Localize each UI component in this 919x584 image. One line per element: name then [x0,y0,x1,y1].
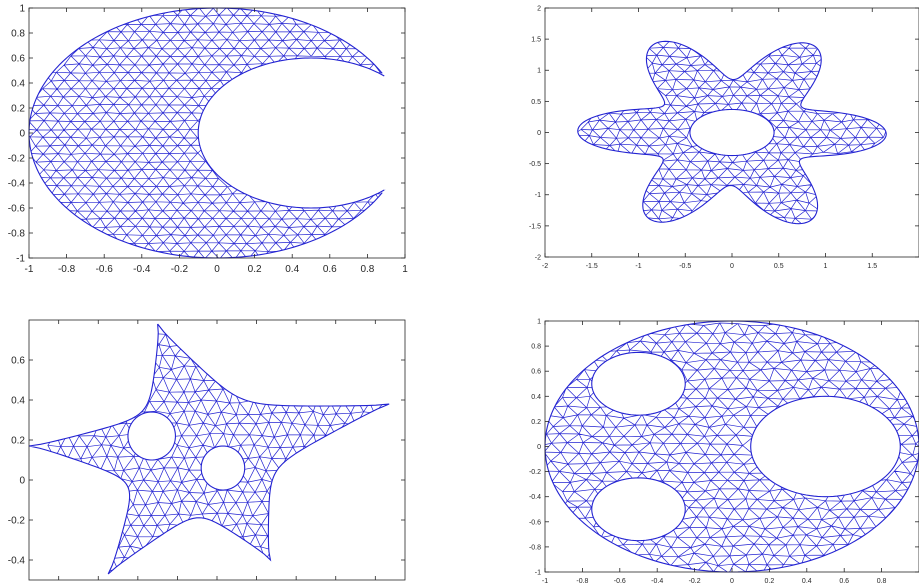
x-tick-label: -0.4 [651,578,663,584]
x-tick-label: -1 [542,578,548,584]
x-tick-label: -1 [25,264,34,275]
x-tick-label: -0.8 [576,578,588,584]
y-tick-label: 0 [19,129,25,140]
y-tick-label: 0 [537,130,541,137]
x-tick-label: 0.4 [802,578,812,584]
outer-boundary [544,320,919,573]
subplot-3: -0.6-0.4-0.200.20.40.60.81-0.4-0.200.20.… [8,319,406,581]
hole-boundary [127,411,176,461]
mesh-edges [47,333,385,572]
x-tick-label: 0 [730,578,734,584]
y-tick-label: 0.4 [11,396,25,407]
y-tick-label: -2 [535,254,541,261]
y-tick-label: 0.2 [11,436,25,447]
outer-boundary [28,7,383,259]
y-tick-label: 0.8 [531,344,541,351]
y-tick-label: 1.5 [531,37,541,44]
mesh-edges [577,41,887,224]
y-tick-label: -0.5 [529,161,541,168]
y-tick-label: 0.6 [11,356,25,367]
y-tick-label: -0.2 [8,154,26,165]
y-tick-label: -1 [16,254,25,265]
x-tick-label: -0.4 [133,264,151,275]
subplot-2: -2 -1.5 -1 -0.5 0 0.5 1 1.5 -2 -1.5 -1 -0.5 0 0.5 1 1.5… [529,5,919,270]
y-tick-label: 0.4 [531,394,541,401]
x-tick-label: 0.6 [839,578,849,584]
outer-boundary [28,323,390,575]
x-tick-label: 0.2 [248,264,262,275]
y-tick-label: -0.2 [529,469,541,476]
y-tick-label: -0.4 [529,494,541,501]
x-tick-label: 0.5 [774,263,784,270]
y-tick-label: -0.4 [8,556,26,567]
y-tick-label: 0 [19,476,25,487]
x-tick-label: -0.2 [689,578,701,584]
x-tick-label: 0.8 [877,578,887,584]
subplot-4: -1 -0.8 -0.6 -0.4 -0.2 0 0.2 0.4 0.6 0.8 -1 -0.8 -0.… [529,318,919,584]
x-tick-label: 0.6 [323,264,337,275]
y-tick-label: 0 [537,444,541,451]
x-tick-label: -0.6 [614,578,626,584]
x-tick-label: 0 [730,263,734,270]
x-tick-label: 0 [214,264,220,275]
hole-boundary [591,477,686,542]
y-tick-label: 0.4 [11,79,25,90]
x-tick-label: -1 [635,263,641,270]
y-tick-label: 0.8 [11,29,25,40]
y-tick-label: -0.6 [529,519,541,526]
y-tick-label: 2 [537,5,541,12]
y-tick-label: -0.2 [8,516,26,527]
y-tick-label: -0.8 [529,544,541,551]
x-tick-label: -1.5 [586,263,598,270]
outer-boundary [577,40,887,225]
axes-box [544,320,919,573]
x-tick-label: 0.2 [765,578,775,584]
x-tick-label: 0.8 [360,264,374,275]
y-tick-label: 0.2 [11,104,25,115]
y-tick-label: 1 [19,4,25,15]
y-tick-label: -1 [535,569,541,576]
y-tick-label: 0.5 [531,99,541,106]
y-tick-label: 0.6 [11,54,25,65]
x-tick-label: -2 [542,263,548,270]
y-tick-label: -1 [535,192,541,199]
y-tick-label: -1.5 [529,223,541,230]
hole-boundary [197,57,385,209]
hole-boundary [591,351,686,416]
y-tick-label: 0.6 [531,369,541,376]
mesh-edges [29,8,390,258]
hole-boundary [750,395,901,498]
y-tick-label: -0.4 [8,179,26,190]
y-tick-label: 1 [537,318,541,325]
x-tick-label: -0.2 [171,264,189,275]
hole-boundary [200,445,246,491]
x-tick-label: 0.4 [285,264,299,275]
hole-boundary [689,108,775,157]
x-tick-label: -0.6 [96,264,114,275]
x-tick-label: -0.5 [679,263,691,270]
subplot-1: -1 -0.8 -0.6 -0.4 -0.2 0 0.2 0.4 0.6 0.8 1 -1 -0.8 -0… [8,4,408,276]
y-tick-label: -0.8 [8,229,26,240]
y-tick-label: 0.2 [531,419,541,426]
x-tick-label: 1 [402,264,408,275]
axes-box [544,7,919,258]
y-tick-label: -0.6 [8,204,26,215]
y-tick-label: 1 [537,68,541,75]
x-tick-label: 1.5 [867,263,877,270]
x-tick-label: 1 [824,263,828,270]
x-tick-label: -0.8 [58,264,76,275]
